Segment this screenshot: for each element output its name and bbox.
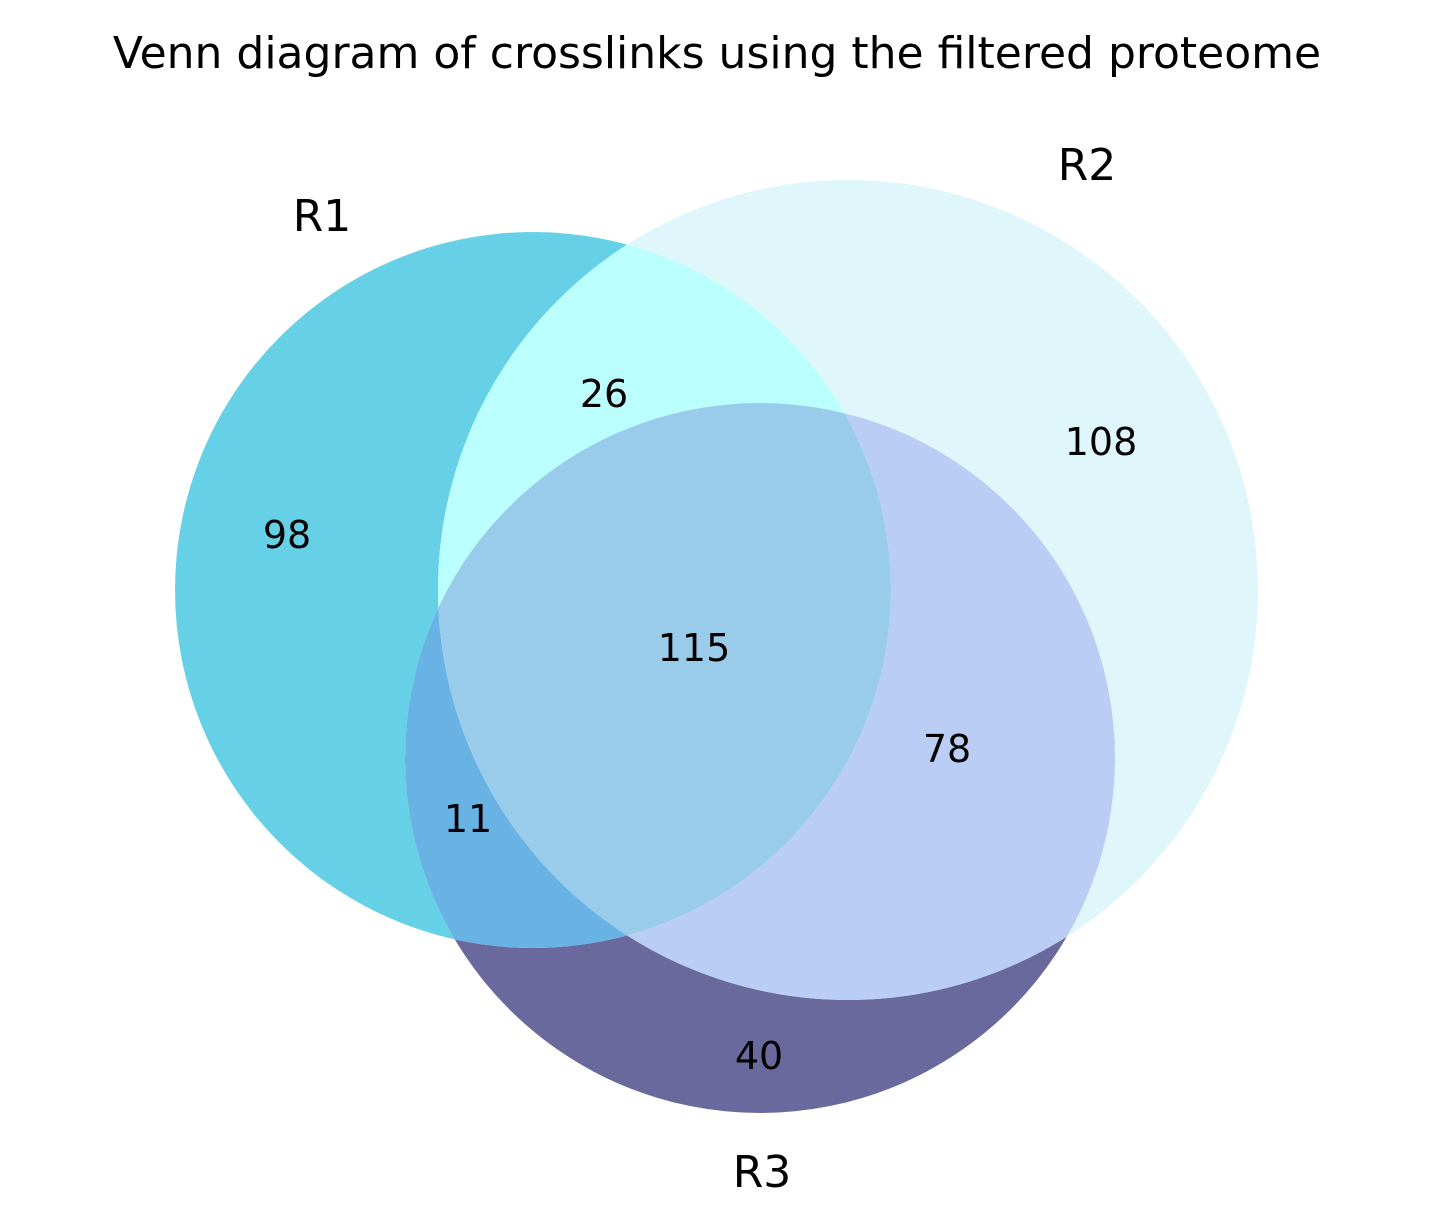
count-r2-r3: 78 bbox=[923, 727, 971, 771]
count-r1-r2: 26 bbox=[580, 372, 628, 416]
count-r1-only: 98 bbox=[263, 513, 311, 557]
count-r3-only: 40 bbox=[735, 1034, 783, 1078]
set-label-r1: R1 bbox=[293, 191, 352, 242]
set-label-r3: R3 bbox=[733, 1147, 792, 1198]
count-r1-r3: 11 bbox=[444, 797, 492, 841]
count-r2-only: 108 bbox=[1065, 420, 1138, 464]
chart-title: Venn diagram of crosslinks using the fil… bbox=[113, 28, 1321, 79]
count-r1-r2-r3: 115 bbox=[658, 626, 731, 670]
set-label-r2: R2 bbox=[1058, 140, 1117, 191]
